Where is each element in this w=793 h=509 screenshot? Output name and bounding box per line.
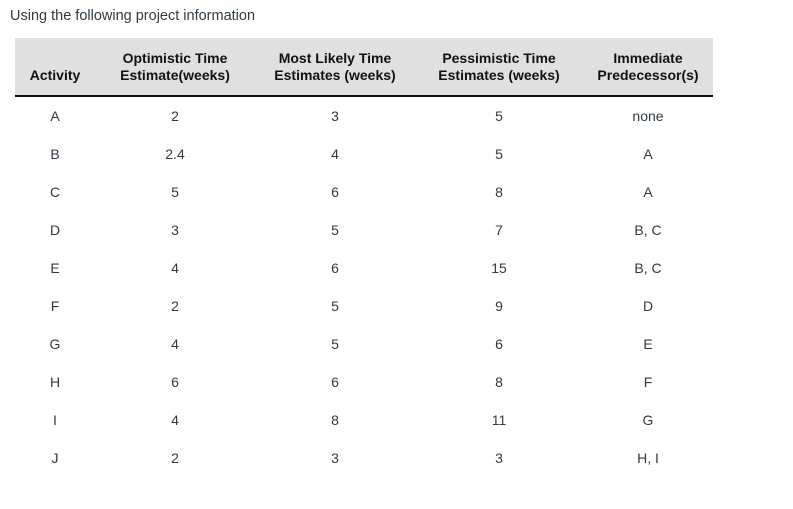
cell-activity: D bbox=[49, 222, 61, 238]
cell-most-likely: 3 bbox=[331, 108, 339, 124]
table-header-row: Activity Optimistic Time Estimate(weeks)… bbox=[15, 38, 713, 97]
cell-pessimistic: 9 bbox=[495, 298, 503, 314]
column-header-line1: Optimistic Time bbox=[122, 50, 228, 66]
table-row-h: H 6 6 8 F bbox=[15, 363, 713, 401]
cell-most-likely: 6 bbox=[331, 260, 339, 276]
column-header-predecessor: Immediate Predecessor(s) bbox=[583, 38, 713, 97]
table-body: A 2 3 5 none B 2.4 4 5 A C 5 6 8 A D bbox=[15, 96, 713, 477]
cell-most-likely: 6 bbox=[331, 374, 339, 390]
cell-activity: A bbox=[50, 108, 60, 124]
table-row-j: J 2 3 3 H, I bbox=[15, 439, 713, 477]
column-header-pessimistic: Pessimistic Time Estimates (weeks) bbox=[415, 38, 583, 97]
cell-most-likely: 3 bbox=[331, 450, 339, 466]
column-header-line2: Estimates (weeks) bbox=[274, 67, 396, 83]
cell-activity: F bbox=[50, 298, 60, 314]
cell-predecessor: A bbox=[643, 184, 653, 200]
cell-optimistic: 2 bbox=[171, 298, 179, 314]
page-title: Using the following project information bbox=[10, 8, 256, 24]
cell-predecessor: D bbox=[642, 298, 654, 314]
cell-pessimistic: 3 bbox=[495, 450, 503, 466]
cell-most-likely: 5 bbox=[331, 222, 339, 238]
cell-optimistic: 4 bbox=[171, 412, 179, 428]
column-header-line1: Immediate bbox=[613, 50, 683, 66]
table-row-f: F 2 5 9 D bbox=[15, 287, 713, 325]
cell-optimistic: 3 bbox=[171, 222, 179, 238]
cell-pessimistic: 8 bbox=[495, 374, 503, 390]
table-row-c: C 5 6 8 A bbox=[15, 173, 713, 211]
project-info-table: Activity Optimistic Time Estimate(weeks)… bbox=[15, 38, 713, 477]
cell-most-likely: 5 bbox=[331, 336, 339, 352]
cell-pessimistic: 11 bbox=[491, 412, 507, 428]
cell-pessimistic: 5 bbox=[495, 146, 503, 162]
cell-most-likely: 5 bbox=[331, 298, 339, 314]
column-header-activity: Activity bbox=[15, 38, 95, 97]
cell-optimistic: 4 bbox=[171, 336, 179, 352]
cell-pessimistic: 6 bbox=[495, 336, 503, 352]
cell-predecessor: E bbox=[643, 336, 653, 352]
cell-activity: J bbox=[51, 450, 59, 466]
cell-pessimistic: 5 bbox=[495, 108, 503, 124]
cell-pessimistic: 7 bbox=[495, 222, 503, 238]
cell-optimistic: 2.4 bbox=[165, 146, 185, 162]
table-row-b: B 2.4 4 5 A bbox=[15, 135, 713, 173]
table-row-a: A 2 3 5 none bbox=[15, 96, 713, 135]
column-header-line2: Estimate(weeks) bbox=[120, 67, 230, 83]
cell-predecessor: B, C bbox=[634, 260, 662, 276]
table-header: Activity Optimistic Time Estimate(weeks)… bbox=[15, 38, 713, 97]
table-row-i: I 4 8 11 G bbox=[15, 401, 713, 439]
cell-predecessor: A bbox=[643, 146, 653, 162]
cell-pessimistic: 8 bbox=[495, 184, 503, 200]
column-header-optimistic: Optimistic Time Estimate(weeks) bbox=[95, 38, 255, 97]
cell-predecessor: G bbox=[642, 412, 654, 428]
cell-activity: C bbox=[49, 184, 61, 200]
cell-predecessor: B, C bbox=[634, 222, 662, 238]
cell-predecessor: H, I bbox=[637, 450, 659, 466]
cell-optimistic: 2 bbox=[171, 450, 179, 466]
column-header-most-likely: Most Likely Time Estimates (weeks) bbox=[255, 38, 415, 97]
cell-activity: E bbox=[50, 260, 60, 276]
cell-optimistic: 2 bbox=[171, 108, 179, 124]
cell-pessimistic: 15 bbox=[491, 260, 507, 276]
cell-optimistic: 6 bbox=[171, 374, 179, 390]
cell-activity: H bbox=[49, 374, 61, 390]
cell-activity: G bbox=[49, 336, 61, 352]
cell-optimistic: 4 bbox=[171, 260, 179, 276]
column-header-line1: Most Likely Time bbox=[278, 50, 392, 66]
column-header-line2: Predecessor(s) bbox=[597, 67, 699, 83]
cell-most-likely: 6 bbox=[331, 184, 339, 200]
table-row-d: D 3 5 7 B, C bbox=[15, 211, 713, 249]
cell-predecessor: F bbox=[643, 374, 653, 390]
cell-most-likely: 8 bbox=[331, 412, 339, 428]
cell-activity: I bbox=[53, 412, 57, 428]
table-row-g: G 4 5 6 E bbox=[15, 325, 713, 363]
cell-most-likely: 4 bbox=[331, 146, 339, 162]
cell-predecessor: none bbox=[632, 108, 664, 124]
cell-activity: B bbox=[50, 146, 60, 162]
column-header-line2: Activity bbox=[29, 67, 81, 83]
column-header-line1: Pessimistic Time bbox=[442, 50, 556, 66]
cell-optimistic: 5 bbox=[171, 184, 179, 200]
table-row-e: E 4 6 15 B, C bbox=[15, 249, 713, 287]
column-header-line2: Estimates (weeks) bbox=[438, 67, 560, 83]
